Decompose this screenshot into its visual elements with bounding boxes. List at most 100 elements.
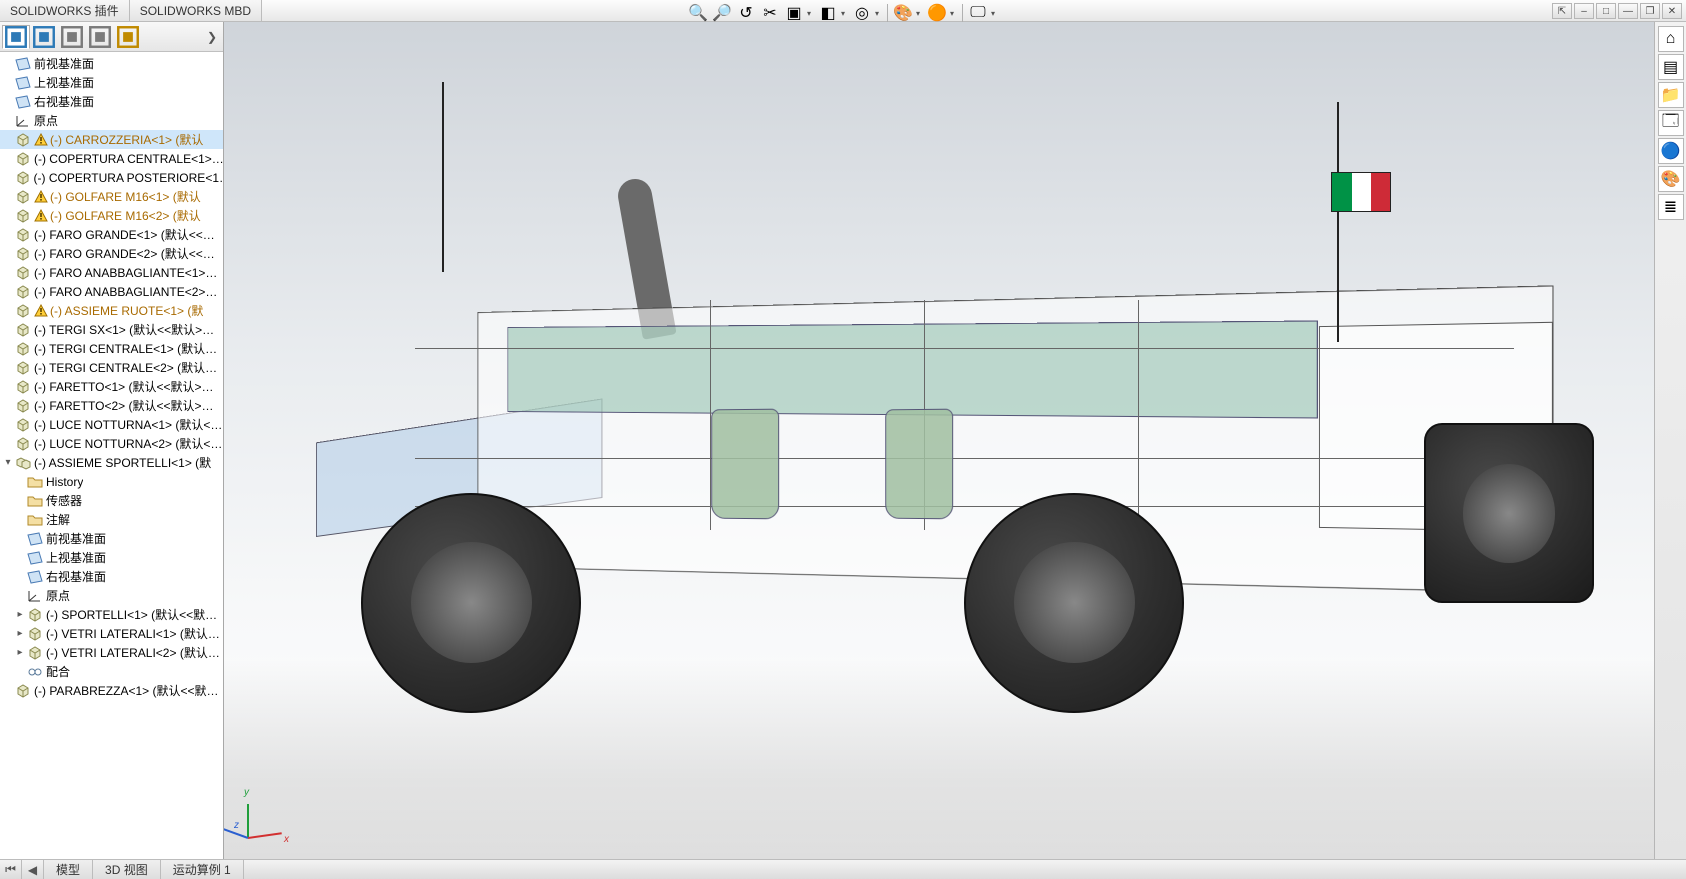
app-close-button[interactable]: ✕ (1662, 3, 1682, 19)
expand-toggle-icon[interactable]: ▸ (14, 647, 26, 658)
home-icon[interactable]: ⌂ (1658, 26, 1684, 52)
tree-item[interactable]: (-) COPERTURA POSTERIORE<1… (0, 168, 223, 187)
manager-tabbar: ❯ (0, 22, 223, 52)
design-library-icon[interactable]: 📁 (1658, 82, 1684, 108)
tree-item-label: (-) PARABREZZA<1> (默认<<默… (34, 682, 218, 699)
tab-model[interactable]: 模型 (44, 860, 93, 879)
view-orientation-icon-dropdown[interactable]: ▾ (807, 9, 815, 18)
tree-item[interactable]: ▾(-) ASSIEME SPORTELLI<1> (默 (0, 453, 223, 472)
tree-item[interactable]: 配合 (0, 662, 223, 681)
tree-item-label: 原点 (34, 112, 58, 129)
tree-item[interactable]: (-) TERGI SX<1> (默认<<默认>… (0, 320, 223, 339)
tree-item[interactable]: 右视基准面 (0, 92, 223, 111)
tree-item[interactable]: (-) FARETTO<2> (默认<<默认>… (0, 396, 223, 415)
tree-item[interactable]: 前视基准面 (0, 529, 223, 548)
part-icon (14, 246, 32, 262)
file-explorer-icon[interactable]: 🗔 (1658, 110, 1684, 136)
feature-tree-tab[interactable] (2, 25, 30, 49)
configuration-tab[interactable] (58, 25, 86, 49)
expand-toggle-icon[interactable]: ▸ (14, 628, 26, 639)
tree-item[interactable]: History (0, 472, 223, 491)
sheet-nav-first[interactable]: ⏮ (0, 860, 22, 879)
tree-item[interactable]: (-) CARROZZERIA<1> (默认 (0, 130, 223, 149)
tree-item-label: (-) COPERTURA POSTERIORE<1… (34, 171, 223, 185)
previous-view-icon[interactable]: ↺ (735, 2, 757, 24)
tree-item[interactable]: ▸(-) SPORTELLI<1> (默认<<默… (0, 605, 223, 624)
tree-item[interactable]: 前视基准面 (0, 54, 223, 73)
tree-item[interactable]: 传感器 (0, 491, 223, 510)
axis-label-x: x (284, 834, 289, 845)
resources-icon[interactable]: ▤ (1658, 54, 1684, 80)
warning-icon (34, 132, 48, 148)
tree-item[interactable]: 原点 (0, 586, 223, 605)
edit-appearance-icon[interactable]: 🎨 (892, 2, 914, 24)
mates-icon (26, 664, 44, 680)
tree-item[interactable]: (-) LUCE NOTTURNA<1> (默认<… (0, 415, 223, 434)
display-manager-tab[interactable] (114, 25, 142, 49)
tree-item[interactable]: (-) TERGI CENTRALE<1> (默认… (0, 339, 223, 358)
tree-item[interactable]: 上视基准面 (0, 73, 223, 92)
appearances-icon[interactable]: 🎨 (1658, 166, 1684, 192)
tree-item[interactable]: ▸(-) VETRI LATERALI<2> (默认… (0, 643, 223, 662)
feature-tree[interactable]: 前视基准面上视基准面右视基准面原点(-) CARROZZERIA<1> (默认(… (0, 52, 223, 859)
tree-item[interactable]: (-) TERGI CENTRALE<2> (默认… (0, 358, 223, 377)
tree-item[interactable]: (-) COPERTURA CENTRALE<1>… (0, 149, 223, 168)
tree-item[interactable]: (-) FARO ANABBAGLIANTE<1>… (0, 263, 223, 282)
apply-scene-icon[interactable]: 🟠 (926, 2, 948, 24)
tree-item[interactable]: 右视基准面 (0, 567, 223, 586)
dimxpert-tab[interactable] (86, 25, 114, 49)
view-orientation-icon[interactable]: ▣ (783, 2, 805, 24)
tree-item[interactable]: 上视基准面 (0, 548, 223, 567)
tab-3d-views[interactable]: 3D 视图 (93, 860, 161, 879)
tree-item[interactable]: (-) PARABREZZA<1> (默认<<默… (0, 681, 223, 700)
expand-toggle-icon[interactable]: ▸ (14, 609, 26, 620)
part-icon (14, 170, 32, 186)
zoom-area-icon[interactable]: 🔎 (711, 2, 733, 24)
part-icon (14, 683, 32, 699)
view-palette-icon[interactable]: 🔵 (1658, 138, 1684, 164)
tree-item[interactable]: (-) GOLFARE M16<2> (默认 (0, 206, 223, 225)
autocollapse-button[interactable]: ⇱ (1552, 3, 1572, 19)
orientation-triad[interactable]: y x z (238, 789, 298, 849)
zoom-to-fit-icon[interactable]: 🔍 (687, 2, 709, 24)
tab-solidworks-mbd[interactable]: SOLIDWORKS MBD (130, 0, 262, 21)
manager-tab-overflow[interactable]: ❯ (203, 30, 221, 44)
tree-item[interactable]: (-) FARETTO<1> (默认<<默认>… (0, 377, 223, 396)
doc-maximize-button[interactable]: □ (1596, 3, 1616, 19)
custom-props-icon[interactable]: ≣ (1658, 194, 1684, 220)
expand-toggle-icon[interactable]: ▾ (2, 457, 14, 468)
windshield-glass (508, 321, 1318, 419)
edit-appearance-icon-dropdown[interactable]: ▾ (916, 9, 924, 18)
tab-motion-study[interactable]: 运动算例 1 (161, 860, 244, 879)
tree-item[interactable]: (-) FARO ANABBAGLIANTE<2>… (0, 282, 223, 301)
tree-item[interactable]: ▸(-) VETRI LATERALI<1> (默认… (0, 624, 223, 643)
display-style-icon-dropdown[interactable]: ▾ (841, 9, 849, 18)
tree-item[interactable]: 注解 (0, 510, 223, 529)
folder-icon (26, 474, 44, 490)
view-settings-icon-dropdown[interactable]: ▾ (991, 9, 999, 18)
section-view-icon[interactable]: ✂ (759, 2, 781, 24)
app-minimize-button[interactable]: — (1618, 3, 1638, 19)
tree-item[interactable]: (-) LUCE NOTTURNA<2> (默认<… (0, 434, 223, 453)
app-maximize-button[interactable]: ❐ (1640, 3, 1660, 19)
tree-item[interactable]: (-) FARO GRANDE<2> (默认<<… (0, 244, 223, 263)
tab-solidworks-addins[interactable]: SOLIDWORKS 插件 (0, 0, 130, 21)
folder-icon (26, 493, 44, 509)
hide-show-icon[interactable]: ◎ (851, 2, 873, 24)
hide-show-icon-dropdown[interactable]: ▾ (875, 9, 883, 18)
graphics-viewport[interactable]: y x z (224, 22, 1654, 859)
tree-item[interactable]: (-) FARO GRANDE<1> (默认<<… (0, 225, 223, 244)
tree-item[interactable]: (-) ASSIEME RUOTE<1> (默 (0, 301, 223, 320)
tree-item[interactable]: (-) GOLFARE M16<1> (默认 (0, 187, 223, 206)
display-style-icon[interactable]: ◧ (817, 2, 839, 24)
property-manager-tab[interactable] (30, 25, 58, 49)
view-settings-icon[interactable]: 🖵 (967, 2, 989, 24)
doc-minimize-button[interactable]: – (1574, 3, 1594, 19)
wheel-rear (964, 493, 1184, 713)
tree-item[interactable]: 原点 (0, 111, 223, 130)
tree-item-label: 前视基准面 (46, 530, 106, 547)
folder-icon (26, 512, 44, 528)
sheet-nav-prev[interactable]: ◀ (22, 860, 44, 879)
tree-item-label: (-) FARO ANABBAGLIANTE<1>… (34, 266, 217, 280)
apply-scene-icon-dropdown[interactable]: ▾ (950, 9, 958, 18)
